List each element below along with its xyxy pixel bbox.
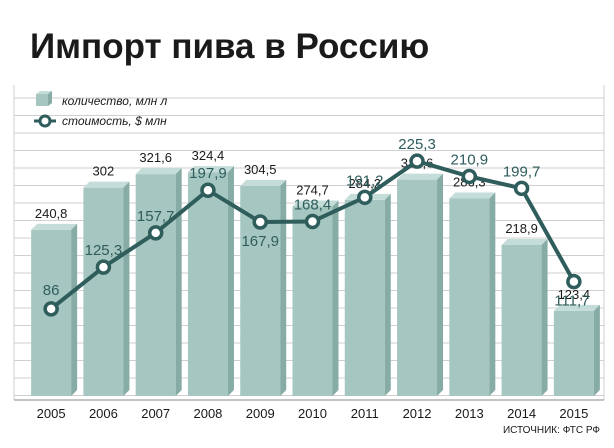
cost-value-label: 125,3 <box>85 242 123 259</box>
cost-point-2015 <box>566 273 582 290</box>
bar-2013 <box>449 192 496 396</box>
bar-value-label: 218,9 <box>505 221 538 236</box>
bar-top <box>135 168 182 175</box>
bar-top <box>31 223 78 230</box>
source-background <box>498 420 602 438</box>
bar-value-label: 240,8 <box>35 206 68 221</box>
year-label: 2012 <box>403 406 432 421</box>
bar-value-label: 324,4 <box>192 148 225 163</box>
cost-value-label: 157,7 <box>137 208 175 225</box>
cost-value-label: 167,9 <box>241 233 279 250</box>
year-label: 2013 <box>455 406 484 421</box>
cost-point-2009 <box>252 214 268 230</box>
bar-side <box>384 193 391 396</box>
year-label: 2015 <box>559 406 588 421</box>
legend-bar-swatch <box>36 91 52 106</box>
bar-top <box>240 179 287 186</box>
title-background <box>0 0 614 85</box>
bar-2006 <box>83 181 130 396</box>
year-axis: 2005 2006 2007 2008 2009 2010 2011 2012 2013 2014… <box>37 406 589 421</box>
cost-point-2005 <box>43 301 59 317</box>
bar-value-label: 304,5 <box>244 162 277 177</box>
cost-point-2008 <box>200 182 216 198</box>
cost-value-label: 191,2 <box>346 172 384 189</box>
bar-front <box>83 187 124 396</box>
bar-side <box>332 200 339 396</box>
cost-point-2010 <box>304 213 321 230</box>
cost-value-label: 210,9 <box>451 151 489 168</box>
cost-point-2013 <box>461 168 478 185</box>
cost-point-2014 <box>513 180 530 197</box>
bar-top <box>553 304 600 311</box>
legend: количество, млн л стоимость, $ млн <box>34 91 168 128</box>
year-label: 2007 <box>141 406 170 421</box>
year-label: 2005 <box>37 406 66 421</box>
year-label: 2010 <box>298 406 327 421</box>
line-series-group <box>43 153 582 317</box>
bar-top <box>501 238 548 245</box>
bar-side <box>593 304 600 396</box>
bar-side <box>437 173 444 396</box>
legend-line-swatch <box>34 114 56 128</box>
bar-value-label: 321,6 <box>139 150 172 165</box>
chart-title: Импорт пива в Россию <box>30 27 429 66</box>
bar-2012 <box>397 173 444 396</box>
bar-side <box>489 192 496 396</box>
year-label: 2014 <box>507 406 536 421</box>
bar-top <box>187 166 234 173</box>
cost-value-label: 199,7 <box>503 163 541 180</box>
bar-side <box>71 223 78 396</box>
bars-group <box>31 166 600 396</box>
cost-value-label: 225,3 <box>398 136 436 153</box>
cost-value-label: 86 <box>43 282 60 299</box>
bar-front <box>292 206 333 396</box>
bar-front <box>187 172 228 396</box>
bar-value-label: 274,7 <box>296 182 329 197</box>
bar-value-label: 302 <box>93 164 115 179</box>
cost-value-label: 111,7 <box>554 293 589 310</box>
bar-front <box>501 244 542 396</box>
bar-side <box>280 179 287 396</box>
bar-side <box>123 181 130 396</box>
bar-2011 <box>344 193 391 396</box>
bar-2015 <box>553 304 600 396</box>
bar-value-label: 123,4 <box>558 287 591 302</box>
year-label: 2011 <box>351 406 379 421</box>
bar-top <box>83 181 130 188</box>
bar-top <box>397 173 444 180</box>
line-labels-group: 86 125,3 157,7 197,9 167,9 168,4 191,2 225,3 210… <box>43 136 590 309</box>
bar-side <box>227 166 234 396</box>
cost-value-label: 168,4 <box>294 196 332 213</box>
bar-front <box>135 174 176 396</box>
legend-bar-label: количество, млн л <box>62 94 168 108</box>
bar-2008 <box>187 166 234 396</box>
bar-top <box>292 200 339 207</box>
cost-point-2011 <box>357 189 373 206</box>
bar-2007 <box>135 168 182 396</box>
year-label: 2009 <box>246 406 275 421</box>
cost-point-2012 <box>409 153 425 169</box>
bar-front <box>449 198 490 396</box>
legend-line-label: стоимость, $ млн <box>62 114 167 128</box>
bar-front <box>553 310 594 396</box>
year-label: 2006 <box>89 406 118 421</box>
cost-point-2007 <box>147 225 164 241</box>
bar-value-label: 284,2 <box>348 176 381 191</box>
bar-front <box>397 179 438 396</box>
bar-top <box>449 192 496 199</box>
year-label: 2008 <box>193 406 222 421</box>
bar-side <box>175 168 182 396</box>
bar-front <box>344 199 385 396</box>
cost-point-2006 <box>95 259 112 275</box>
source-note: ИСТОЧНИК: ФТС РФ <box>503 425 600 436</box>
bar-2014 <box>501 238 548 396</box>
bar-side <box>541 238 548 396</box>
cost-value-label: 197,9 <box>189 165 227 182</box>
bar-2010 <box>292 200 339 396</box>
